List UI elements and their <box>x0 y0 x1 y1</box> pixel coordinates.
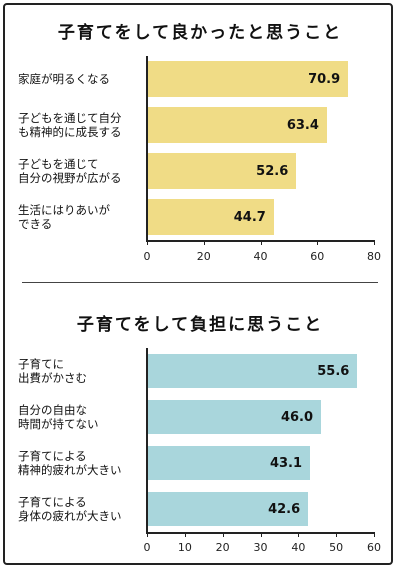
data-label: 42.6 <box>268 501 301 517</box>
category-label-line: できる <box>18 217 53 231</box>
bar: 63.4 <box>147 107 327 143</box>
category-label-line: 子育てによる <box>18 449 87 463</box>
y-axis-line <box>146 348 148 532</box>
category-label-line: 自分の視野が広がる <box>18 171 122 185</box>
category-label-line: 子どもを通じて自分 <box>18 111 122 125</box>
data-label: 44.7 <box>233 209 266 225</box>
category-label: 生活にはりあいが できる <box>18 194 143 240</box>
category-label-line: 精神的疲れが大きい <box>18 463 122 477</box>
section-divider <box>22 282 378 283</box>
x-tick-label: 40 <box>253 250 268 263</box>
data-label: 46.0 <box>280 409 314 425</box>
bar: 44.7 <box>147 199 274 235</box>
category-label-line: 身体の疲れが大きい <box>18 509 122 523</box>
data-label: 55.6 <box>317 363 350 379</box>
x-tick <box>147 240 148 245</box>
x-tick <box>374 532 375 537</box>
category-label: 子どもを通じて自分 も精神的に成長する <box>18 102 143 148</box>
x-tick-label: 60 <box>367 541 381 554</box>
x-tick-label: 10 <box>177 541 192 554</box>
x-tick-label: 40 <box>291 541 306 554</box>
bar: 42.6 <box>147 492 309 526</box>
category-label-line: 自分の自由な <box>18 403 87 417</box>
data-label: 52.6 <box>256 163 289 179</box>
category-label: 子育てによる 精神的疲れが大きい <box>18 440 143 486</box>
x-tick <box>203 240 205 245</box>
x-tick <box>336 532 338 537</box>
category-label-line: 生活にはりあいが <box>18 203 110 217</box>
x-tick-label: 50 <box>329 541 344 554</box>
chart-title-positive: 子育てをして良かったと思うこと <box>57 23 343 43</box>
category-label: 子育てに 出費がかさむ <box>18 348 143 394</box>
x-tick-label: 60 <box>310 250 325 263</box>
data-label: 63.4 <box>286 117 319 133</box>
x-tick <box>260 532 262 537</box>
y-axis-line <box>146 56 148 240</box>
x-tick-label: 0 <box>143 541 151 554</box>
bar: 55.6 <box>147 354 358 388</box>
chart-title-burden: 子育てをして負担に思うこと <box>76 315 324 335</box>
bar: 46.0 <box>147 400 322 434</box>
x-tick <box>317 240 319 245</box>
category-label: 家庭が明るくなる <box>18 56 143 102</box>
bar: 52.6 <box>147 153 297 189</box>
category-label: 子育てによる 身体の疲れが大きい <box>18 486 143 532</box>
data-label: 70.9 <box>308 71 341 87</box>
bar: 43.1 <box>147 446 311 480</box>
category-label-line: 時間が持てない <box>18 417 99 431</box>
x-tick <box>374 240 375 245</box>
bar: 70.9 <box>147 61 349 97</box>
category-label-line: 子育てによる <box>18 495 87 509</box>
category-label-line: 出費がかさむ <box>18 371 87 385</box>
data-label: 43.1 <box>269 455 303 471</box>
category-label-line: も精神的に成長する <box>18 125 122 139</box>
category-label-line: 子育てに <box>18 357 64 371</box>
x-tick <box>260 240 262 245</box>
x-tick-label: 20 <box>196 250 211 263</box>
category-label: 自分の自由な 時間が持てない <box>18 394 143 440</box>
x-tick-label: 80 <box>367 250 381 263</box>
x-tick-label: 20 <box>215 541 230 554</box>
category-label: 子どもを通じて 自分の視野が広がる <box>18 148 143 194</box>
x-tick <box>184 532 186 537</box>
x-tick <box>298 532 300 537</box>
x-tick <box>147 532 148 537</box>
x-tick <box>222 532 224 537</box>
x-tick-label: 0 <box>143 250 151 263</box>
x-tick-label: 30 <box>253 541 268 554</box>
figure-frame <box>3 3 393 565</box>
category-label-line: 子どもを通じて <box>18 157 99 171</box>
category-label-line: 家庭が明るくなる <box>18 72 110 86</box>
